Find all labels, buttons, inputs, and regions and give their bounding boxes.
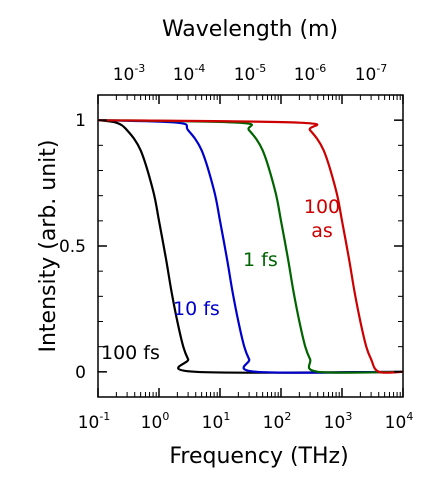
top-tick-label: 10-7 [355, 62, 388, 85]
x-tick-label: 100 [141, 410, 170, 433]
x-tick-label: 102 [263, 410, 292, 433]
top-axis-title: Wavelength (m) [162, 17, 338, 42]
top-tick-label: 10-5 [234, 62, 267, 85]
y-tick-label: 1 [75, 111, 86, 131]
top-tick-label: 10-4 [173, 62, 206, 85]
x-axis-title: Frequency (THz) [169, 444, 348, 469]
y-tick-label: 0.5 [59, 237, 86, 257]
series-label-2: 1 fs [243, 249, 278, 271]
x-tick-label: 104 [385, 410, 414, 433]
series-line-2 [97, 119, 404, 374]
series-line-3 [97, 119, 404, 374]
x-tick-label: 10-1 [78, 410, 111, 433]
series-line-1 [97, 119, 404, 374]
x-tick-label: 103 [324, 410, 353, 433]
y-axis-title: Intensity (arb. unit) [36, 139, 61, 352]
series-label-1: 10 fs [173, 298, 220, 320]
top-tick-label: 10-6 [294, 62, 327, 85]
x-tick-label: 101 [202, 410, 231, 433]
y-tick-label: 0 [75, 363, 86, 383]
top-tick-label: 10-3 [113, 62, 146, 85]
series-label-0: 100 fs [101, 342, 160, 364]
series-line-0 [97, 119, 404, 374]
series-label-3: 100 as [304, 196, 340, 242]
